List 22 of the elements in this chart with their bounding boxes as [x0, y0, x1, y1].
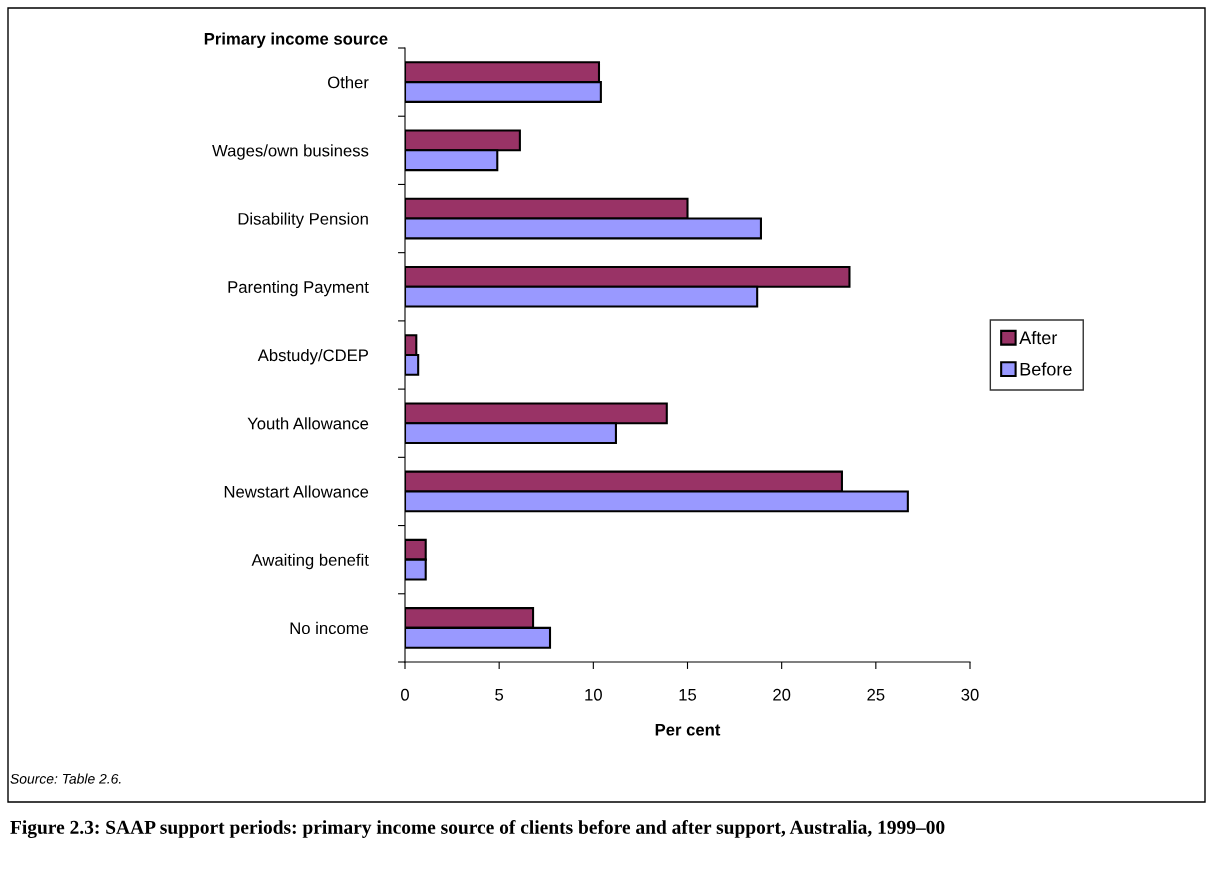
y-tick-label: Wages/own business: [212, 144, 369, 160]
y-tick-label: Other: [328, 76, 369, 89]
x-tick-label: 25: [867, 688, 885, 701]
y-tick-label: Youth Allowance: [247, 417, 369, 430]
x-axis-title: Per cent: [655, 723, 721, 736]
legend-label: After: [1019, 330, 1058, 345]
y-tick-label: Newstart Allowance: [224, 485, 369, 498]
y-tick-label: No income: [290, 621, 369, 635]
legend-label: Before: [1020, 362, 1072, 376]
x-tick-label: 15: [679, 689, 697, 701]
y-tick-label: Abstudy/CDEP: [257, 348, 369, 365]
x-tick-label: 0: [401, 688, 409, 701]
x-tick-label: 10: [585, 688, 602, 701]
y-tick-label: Parenting Payment: [228, 280, 369, 297]
y-tick-label: Disability Pension: [238, 212, 368, 229]
y-tick-label: Awaiting benefit: [251, 553, 369, 570]
x-tick-label: 20: [773, 688, 791, 701]
x-tick-label: 30: [961, 688, 979, 701]
source-note: Source: Table 2.6.: [10, 773, 121, 784]
x-tick-label: 5: [495, 689, 504, 701]
y-axis-title: Primary income source: [204, 32, 388, 48]
text: Figure 2.3: SAAP support periods: primary income source of clients before and after support, Australia, 1999–00: [10, 820, 945, 838]
